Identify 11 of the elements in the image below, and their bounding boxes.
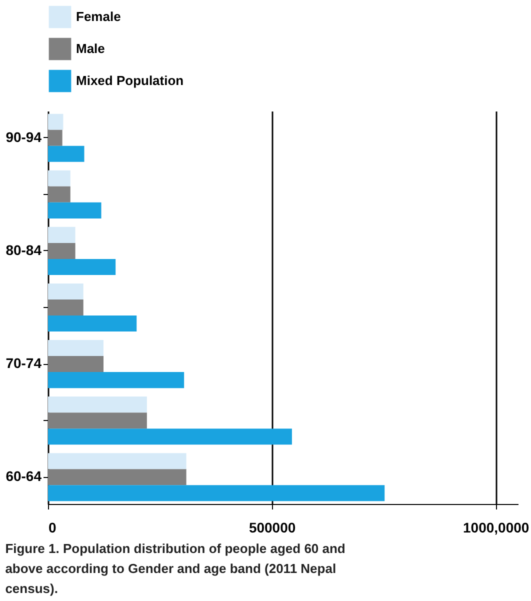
y-tick-label: 90-94 (6, 128, 42, 145)
legend-label: Mixed Population (76, 73, 184, 88)
x-tick-label: 1000,0000 (463, 520, 530, 536)
x-tick-label: 500000 (248, 520, 296, 536)
y-tick-label: 80-84 (6, 242, 42, 258)
legend-label: Female (76, 9, 121, 24)
caption: Figure 1. Population distribution of people aged 60 and above according to Gender and age band (2011 Nepal census). (5, 541, 346, 596)
legend-label: Male (76, 41, 105, 56)
x-tick-label: 0 (48, 520, 56, 536)
y-tick-label: 60-64 (6, 468, 42, 484)
y-tick-label: 70-74 (6, 355, 42, 372)
